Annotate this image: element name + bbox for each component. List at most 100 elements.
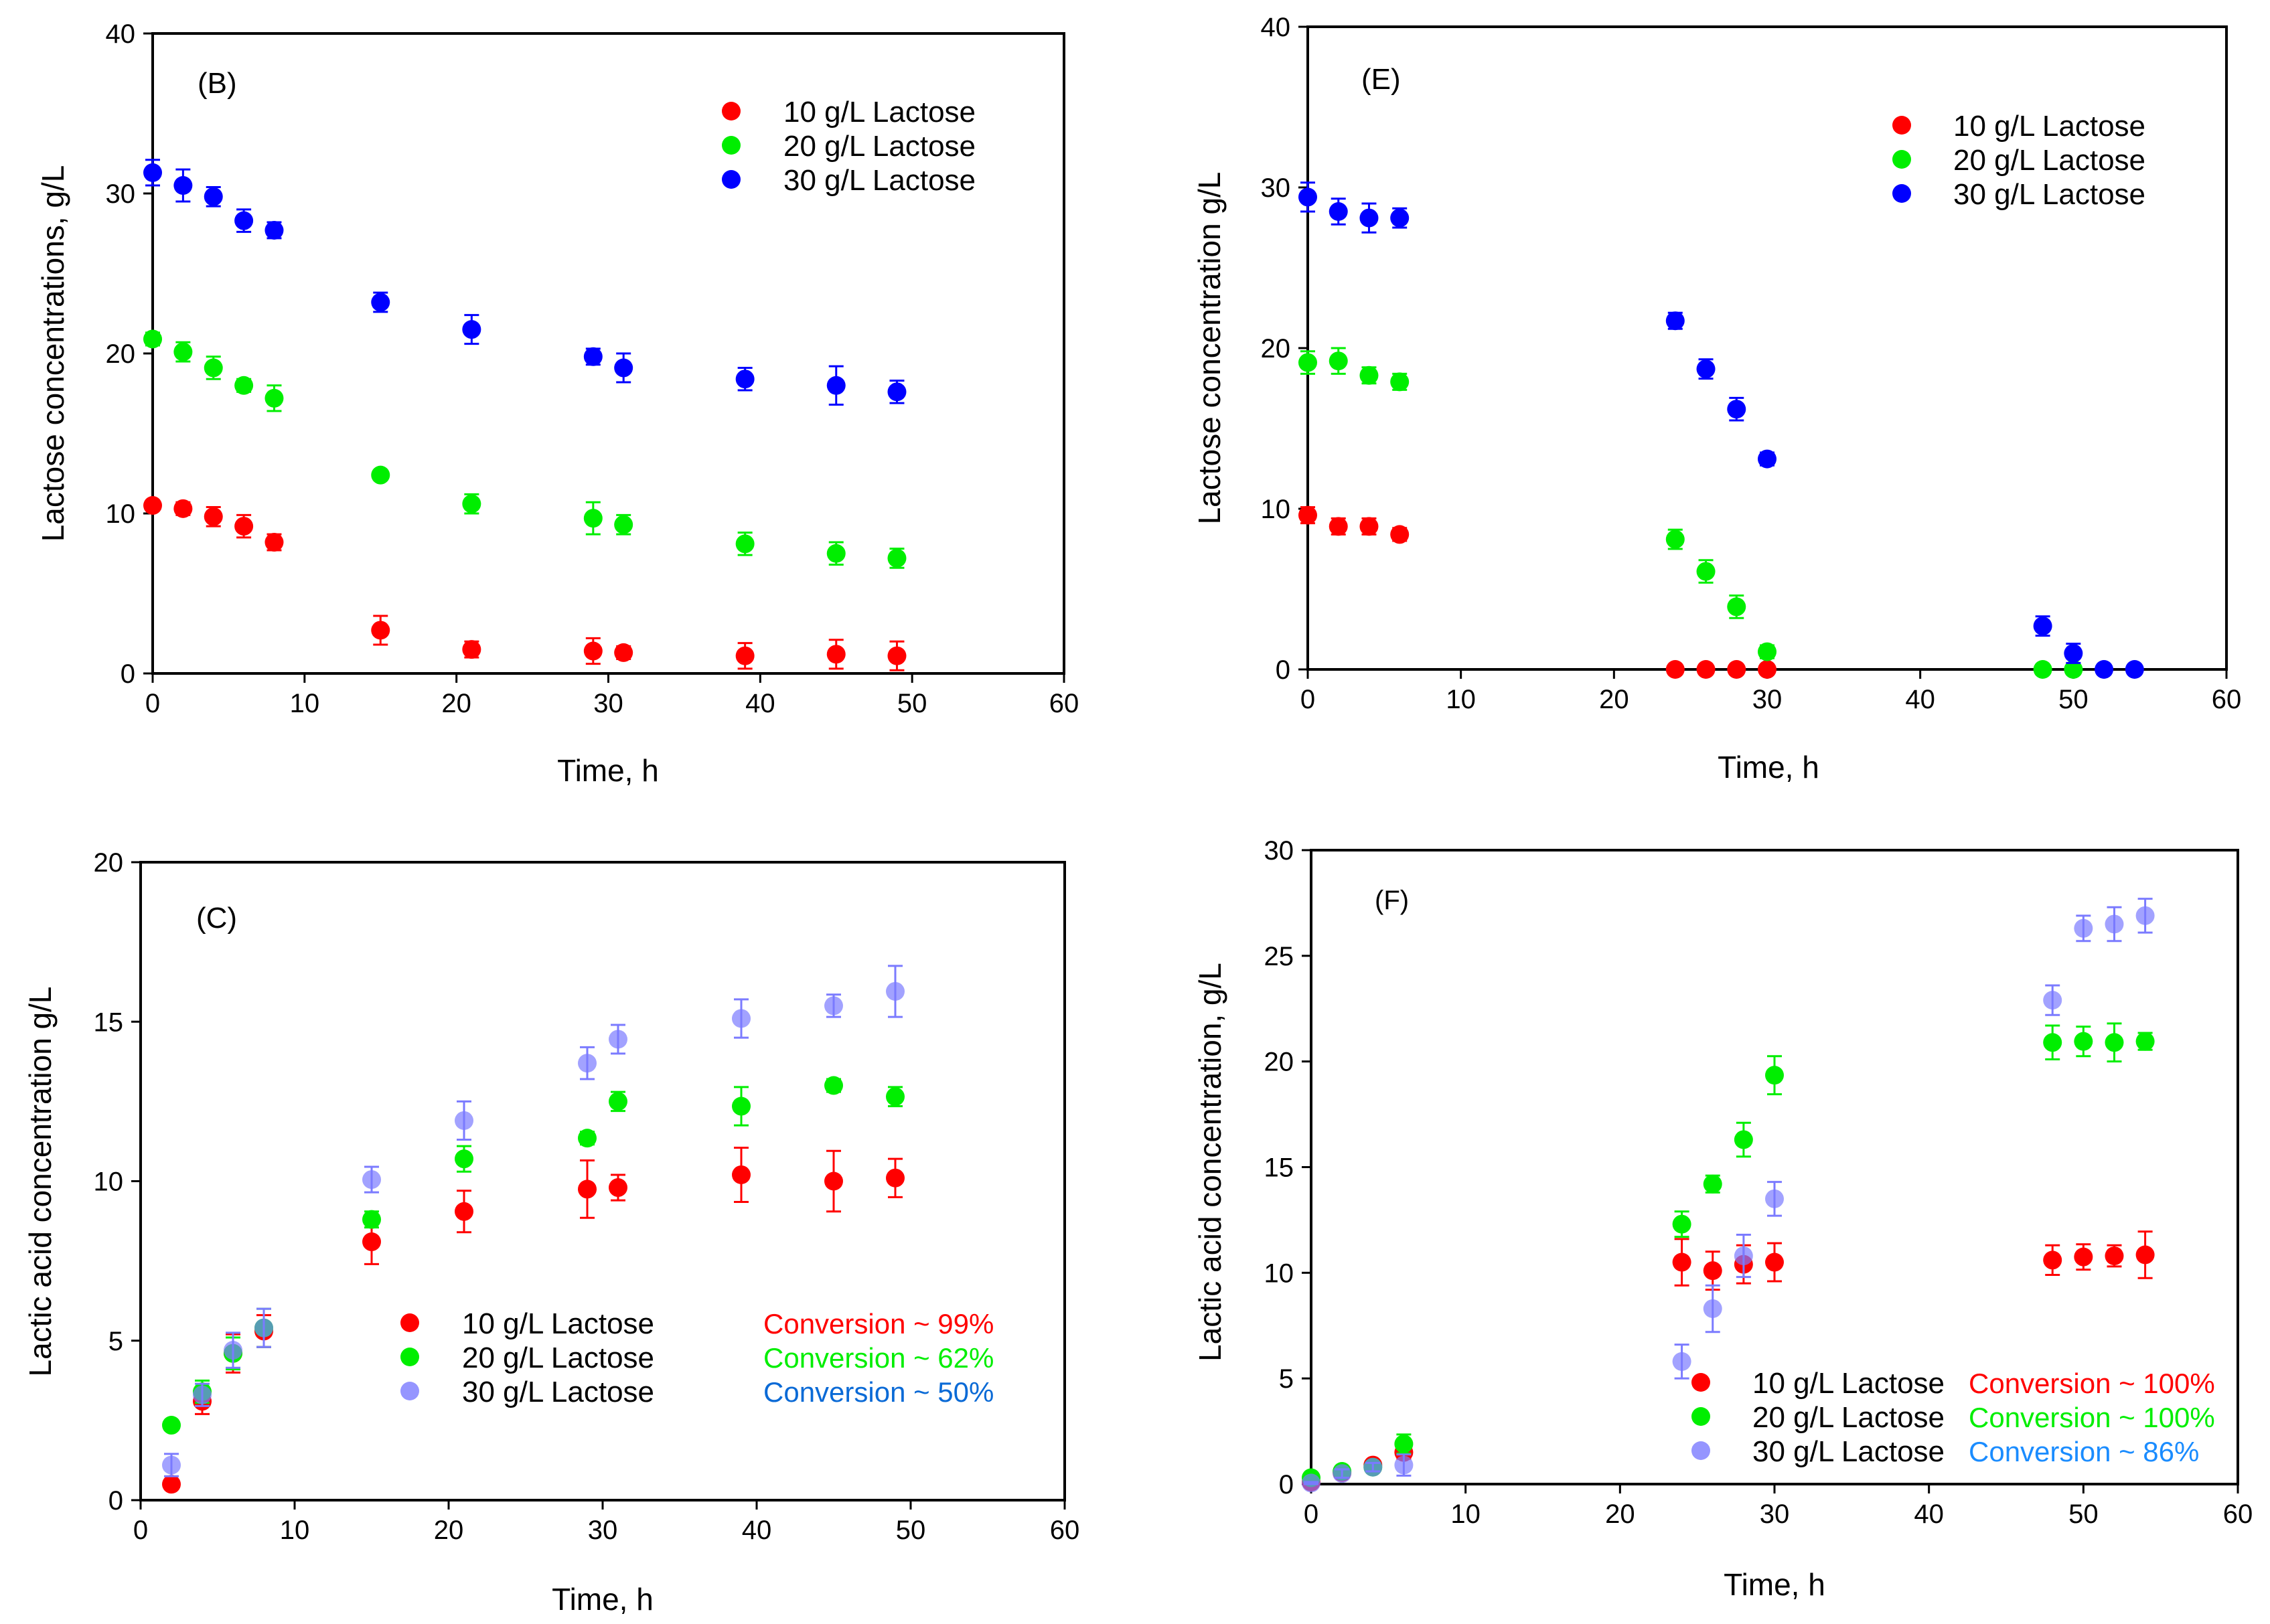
- data-point-series-3: [362, 1170, 381, 1190]
- legend-label-10: 10 g/L Lactose: [1953, 110, 2145, 143]
- x-tick-label: 30: [1752, 685, 1783, 714]
- legend-marker-30: [722, 170, 741, 189]
- legend-marker-30: [1691, 1441, 1710, 1460]
- data-point-series-1: [1390, 525, 1410, 544]
- data-point-series-1: [462, 640, 481, 659]
- data-point-series-3: [162, 1455, 181, 1475]
- data-point-series-1: [162, 1475, 181, 1494]
- data-point-series-1: [1298, 505, 1317, 525]
- y-axis-label: Lactose concentrations, g/L: [35, 165, 70, 542]
- data-point-series-3: [1333, 1464, 1352, 1483]
- x-tick-label: 10: [1450, 1499, 1481, 1529]
- data-point-series-2: [173, 342, 193, 361]
- legend-marker-20: [722, 136, 741, 155]
- conversion-label-20: Conversion ~ 100%: [1969, 1402, 2215, 1433]
- y-tick-label: 25: [1264, 942, 1294, 971]
- data-point-series-3: [204, 187, 223, 206]
- data-point-series-3: [2074, 918, 2093, 938]
- data-point-series-2: [264, 388, 284, 408]
- data-point-series-2: [1727, 597, 1746, 617]
- data-point-series-1: [371, 621, 390, 640]
- data-point-series-3: [735, 370, 755, 389]
- x-tick-label: 50: [2058, 685, 2089, 714]
- data-point-series-3: [2064, 644, 2083, 663]
- y-tick-label: 10: [94, 1167, 124, 1197]
- data-point-series-3: [264, 220, 284, 240]
- y-tick-label: 0: [108, 1486, 123, 1516]
- legend-label-20: 20 g/L Lactose: [1953, 144, 2145, 177]
- data-point-series-2: [614, 515, 633, 534]
- data-point-series-1: [234, 517, 254, 536]
- data-point-series-3: [193, 1385, 212, 1404]
- data-point-series-1: [735, 646, 755, 665]
- legend: 10 g/L Lactose 20 g/L Lactose 30 g/L Lac…: [722, 96, 976, 197]
- data-point-series-2: [2105, 1033, 2124, 1052]
- x-tick-label: 40: [1905, 685, 1935, 714]
- x-tick-label: 0: [1300, 685, 1315, 714]
- data-point-series-1: [1727, 660, 1746, 679]
- data-point-series-2: [1765, 1066, 1784, 1085]
- panel-e-lactose-chart: 0 10 20 30 40 50 60 0 10 20 30 40 (E) Time, h Lacto…: [1192, 13, 2241, 785]
- data-point-series-1: [578, 1180, 597, 1199]
- data-point-series-3: [455, 1111, 473, 1130]
- conversion-label-30: Conversion ~ 86%: [1969, 1436, 2199, 1467]
- x-tick-label: 60: [1050, 1516, 1080, 1545]
- data-point-series-2: [1394, 1435, 1414, 1454]
- y-tick-label: 40: [1261, 13, 1291, 42]
- x-tick-label: 50: [2068, 1499, 2099, 1529]
- data-point-series-1: [1359, 517, 1379, 536]
- data-point-series-1: [1765, 1252, 1784, 1272]
- data-point-series-2: [455, 1149, 473, 1169]
- legend-marker-30: [1892, 184, 1911, 203]
- data-point-series-3: [254, 1318, 273, 1337]
- data-point-series-1: [609, 1178, 627, 1198]
- data-point-series-3: [1298, 187, 1317, 207]
- x-tick-label: 40: [745, 689, 775, 718]
- x-tick-label: 40: [1914, 1499, 1944, 1529]
- y-tick-label: 15: [1264, 1153, 1294, 1183]
- panel-c-lactic-acid-chart: 0 10 20 30 40 50 60 0 5 10 15 20 (C) Time, h Lactic…: [23, 848, 1079, 1617]
- x-axis-label: Time, h: [557, 753, 659, 788]
- y-tick-label: 20: [106, 339, 136, 369]
- data-point-series-3: [2033, 617, 2052, 636]
- data-point-series-1: [1665, 660, 1685, 679]
- data-point-series-2: [824, 1076, 843, 1095]
- y-tick-label: 0: [121, 659, 135, 689]
- data-point-series-1: [2043, 1250, 2062, 1270]
- y-axis-label: Lactic acid concentration g/L: [23, 986, 58, 1376]
- legend-marker-10: [722, 102, 741, 120]
- data-point-series-2: [578, 1129, 597, 1148]
- data-point-series-2: [234, 376, 254, 395]
- data-point-series-1: [173, 499, 193, 518]
- data-point-series-3: [826, 376, 846, 395]
- data-point-series-3: [371, 293, 390, 312]
- data-point-series-2: [462, 494, 481, 513]
- y-tick-label: 10: [1264, 1258, 1294, 1288]
- data-point-series-1: [362, 1232, 381, 1252]
- conversion-label-10: Conversion ~ 100%: [1969, 1368, 2215, 1399]
- data-point-series-2: [1703, 1174, 1722, 1194]
- y-tick-label: 10: [1261, 495, 1291, 524]
- data-point-series-1: [2105, 1246, 2124, 1266]
- legend-marker-20: [400, 1348, 419, 1366]
- data-point-series-1: [264, 533, 284, 552]
- data-point-series-2: [2074, 1032, 2093, 1051]
- legend-label-10: 10 g/L Lactose: [462, 1307, 654, 1340]
- x-tick-label: 30: [1760, 1499, 1790, 1529]
- data-point-series-1: [1758, 660, 1776, 679]
- data-point-series-1: [2074, 1247, 2093, 1267]
- panel-label: (C): [196, 902, 237, 935]
- panel-label: (E): [1361, 63, 1401, 96]
- data-point-series-2: [162, 1416, 181, 1435]
- legend-label-20: 20 g/L Lactose: [462, 1342, 654, 1374]
- data-point-series-1: [204, 507, 223, 526]
- y-tick-label: 20: [1264, 1048, 1294, 1077]
- data-point-series-2: [2033, 660, 2052, 679]
- x-tick-label: 60: [2223, 1499, 2253, 1529]
- x-tick-label: 20: [434, 1516, 464, 1545]
- legend-label-10: 10 g/L Lactose: [1752, 1367, 1945, 1400]
- data-point-series-1: [2135, 1245, 2155, 1265]
- panel-label: (B): [198, 67, 237, 100]
- x-tick-label: 30: [593, 689, 623, 718]
- data-point-series-1: [1329, 517, 1348, 536]
